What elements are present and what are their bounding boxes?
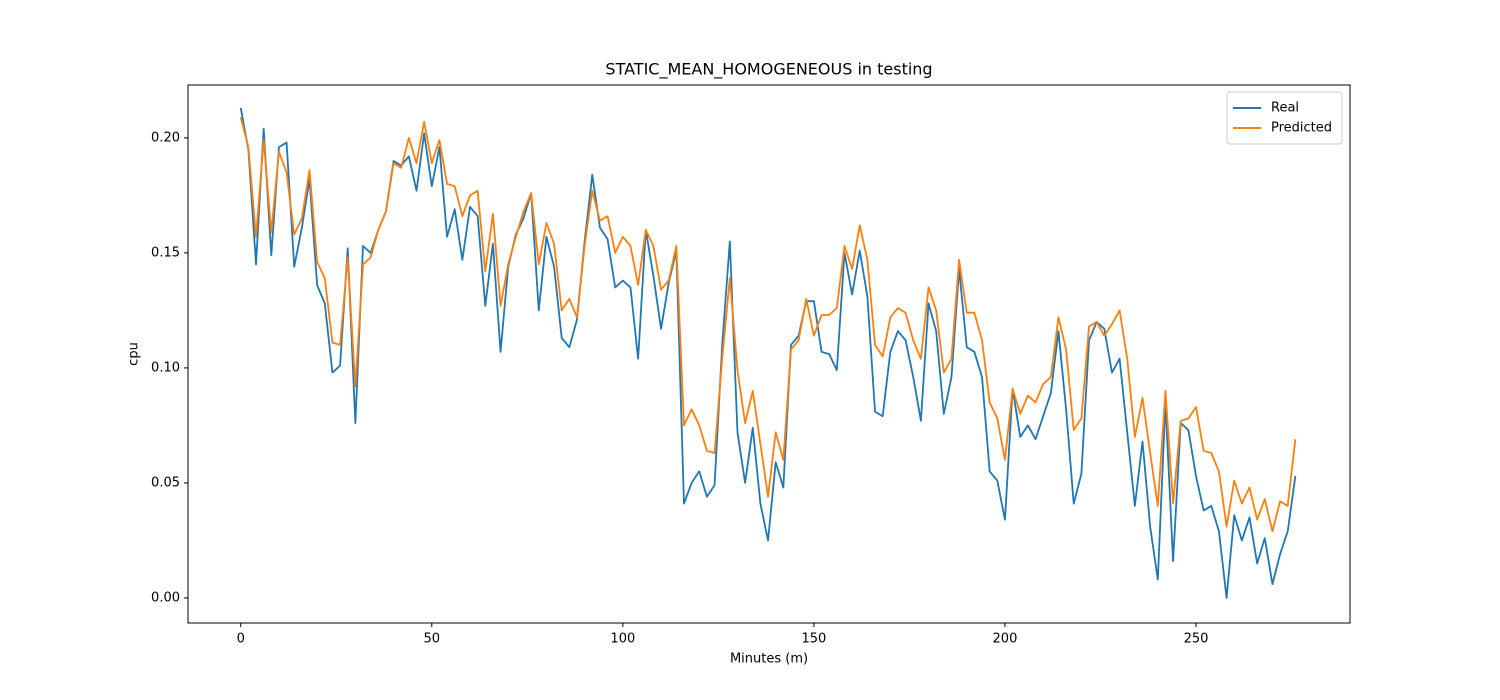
series-line: [239, 116, 1297, 533]
y-tick-label: 0.10: [151, 360, 180, 375]
chart-title: STATIC_MEAN_HOMOGENEOUS in testing: [605, 60, 932, 80]
legend-label: Predicted: [1271, 121, 1332, 136]
x-tick-label: 0: [237, 632, 245, 647]
y-tick-label: 0.20: [151, 130, 180, 145]
y-tick-label: 0.00: [151, 590, 180, 605]
series-line: [239, 107, 1297, 599]
y-axis-label: cpu: [127, 342, 142, 366]
x-tick-label: 200: [993, 632, 1018, 647]
legend-box: [1226, 91, 1343, 145]
y-tick-label: 0.05: [151, 475, 180, 490]
x-tick-label: 50: [424, 632, 441, 647]
x-tick-label: 250: [1184, 632, 1209, 647]
x-tick-label: 100: [610, 632, 635, 647]
plot-frame: [187, 84, 1351, 624]
x-tick-label: 150: [801, 632, 826, 647]
x-axis-label: Minutes (m): [730, 652, 808, 667]
legend-label: Real: [1271, 101, 1299, 116]
y-tick-label: 0.15: [151, 245, 180, 260]
